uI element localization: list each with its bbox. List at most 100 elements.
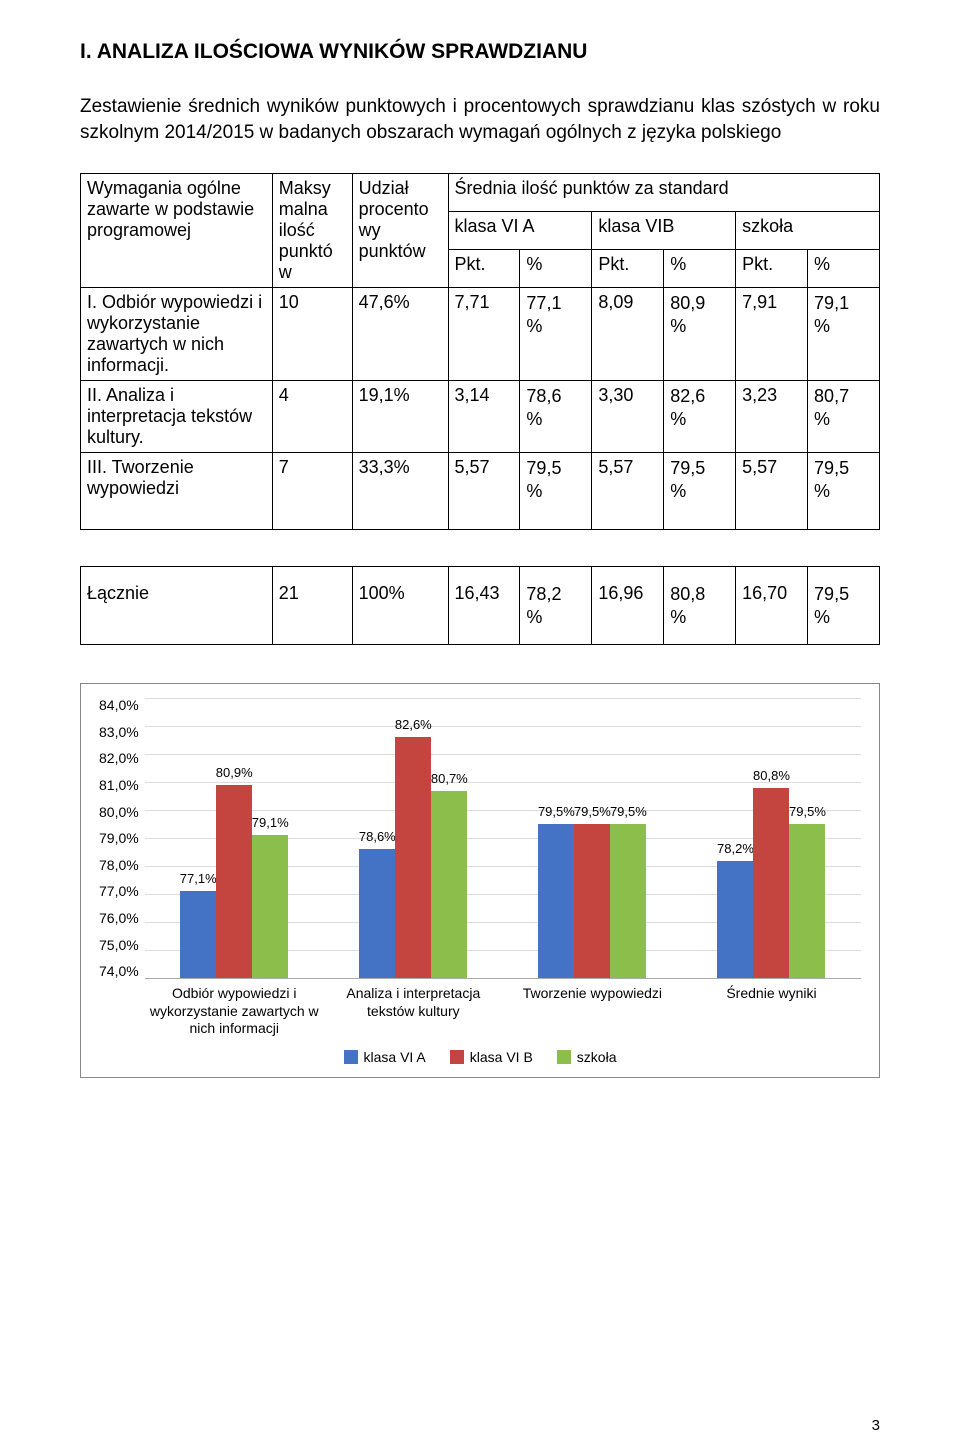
cell-b-pkt: 8,09 bbox=[592, 288, 664, 381]
y-tick-label: 79,0% bbox=[99, 831, 139, 845]
cell-a-pct: 77,1 % bbox=[520, 288, 592, 381]
y-tick-label: 78,0% bbox=[99, 858, 139, 872]
cell-total-s-pct: 79,5 % bbox=[808, 567, 880, 645]
y-tick-label: 80,0% bbox=[99, 805, 139, 819]
cell-a-pkt: 7,71 bbox=[448, 288, 520, 381]
cell-total-a-pct: 78,2 % bbox=[520, 567, 592, 645]
cell-max: 4 bbox=[272, 381, 352, 453]
th-pct: % bbox=[664, 250, 736, 288]
chart-bar: 77,1% bbox=[180, 891, 216, 978]
chart-bar-label: 79,1% bbox=[252, 815, 289, 830]
chart-group: 77,1%80,9%79,1% bbox=[145, 698, 324, 978]
chart-bar: 79,1% bbox=[252, 835, 288, 978]
chart-y-axis: 84,0%83,0%82,0%81,0%80,0%79,0%78,0%77,0%… bbox=[99, 698, 145, 978]
chart-bar: 80,7% bbox=[431, 791, 467, 979]
cell-label: I. Odbiór wypowiedzi i wykorzystanie zaw… bbox=[81, 288, 273, 381]
chart-group: 79,5%79,5%79,5% bbox=[503, 698, 682, 978]
cell-b-pkt: 3,30 bbox=[592, 381, 664, 453]
cell-b-pct: 80,9 % bbox=[664, 288, 736, 381]
chart-bar: 80,9% bbox=[216, 785, 252, 978]
th-pct: % bbox=[520, 250, 592, 288]
cell-total-max: 21 bbox=[272, 567, 352, 645]
cell-s-pkt: 7,91 bbox=[736, 288, 808, 381]
intro-paragraph: Zestawienie średnich wyników punktowych … bbox=[80, 94, 880, 145]
cell-total-a-pkt: 16,43 bbox=[448, 567, 520, 645]
x-axis-label: Odbiór wypowiedzi i wykorzystanie zawart… bbox=[145, 985, 324, 1039]
th-avg-title: Średnia ilość punktów za standard bbox=[448, 174, 879, 212]
chart-bar-label: 79,5% bbox=[610, 804, 647, 819]
cell-a-pkt: 5,57 bbox=[448, 453, 520, 530]
chart-bar-label: 80,7% bbox=[431, 771, 468, 786]
chart-bar-label: 79,5% bbox=[574, 804, 611, 819]
cell-s-pct: 79,1 % bbox=[808, 288, 880, 381]
cell-max: 10 bbox=[272, 288, 352, 381]
results-table: Wymagania ogólne zawarte w podstawie pro… bbox=[80, 173, 880, 645]
y-tick-label: 84,0% bbox=[99, 698, 139, 712]
cell-total-s-pkt: 16,70 bbox=[736, 567, 808, 645]
x-axis-label: Tworzenie wypowiedzi bbox=[503, 985, 682, 1039]
chart-bar: 78,6% bbox=[359, 849, 395, 978]
cell-b-pkt: 5,57 bbox=[592, 453, 664, 530]
cell-s-pkt: 3,23 bbox=[736, 381, 808, 453]
chart-bar: 79,5% bbox=[574, 824, 610, 978]
chart-bar-label: 79,5% bbox=[789, 804, 826, 819]
legend-item: klasa VI A bbox=[344, 1049, 426, 1065]
spacer-row bbox=[81, 530, 880, 567]
cell-total-label: Łącznie bbox=[81, 567, 273, 645]
th-max: Maksy malna ilość punktó w bbox=[272, 174, 352, 288]
cell-s-pct: 79,5 % bbox=[808, 453, 880, 530]
cell-share: 33,3% bbox=[352, 453, 448, 530]
legend-item: klasa VI B bbox=[450, 1049, 533, 1065]
cell-a-pct: 78,6 % bbox=[520, 381, 592, 453]
cell-total-b-pct: 80,8 % bbox=[664, 567, 736, 645]
legend-label: klasa VI A bbox=[364, 1049, 426, 1065]
chart-bar-label: 80,8% bbox=[753, 768, 790, 783]
cell-b-pct: 82,6 % bbox=[664, 381, 736, 453]
chart-bar: 79,5% bbox=[610, 824, 646, 978]
legend-swatch bbox=[450, 1050, 464, 1064]
chart-plot: 77,1%80,9%79,1%78,6%82,6%80,7%79,5%79,5%… bbox=[145, 698, 861, 979]
chart-x-labels: Odbiór wypowiedzi i wykorzystanie zawart… bbox=[145, 985, 861, 1039]
cell-share: 47,6% bbox=[352, 288, 448, 381]
cell-total-b-pkt: 16,96 bbox=[592, 567, 664, 645]
legend-swatch bbox=[557, 1050, 571, 1064]
legend-swatch bbox=[344, 1050, 358, 1064]
chart-group: 78,6%82,6%80,7% bbox=[324, 698, 503, 978]
chart-bar: 78,2% bbox=[717, 861, 753, 979]
page-number: 3 bbox=[872, 1417, 880, 1434]
th-pkt: Pkt. bbox=[736, 250, 808, 288]
chart-group: 78,2%80,8%79,5% bbox=[682, 698, 861, 978]
table-row: III. Tworzenie wypowiedzi 7 33,3% 5,57 7… bbox=[81, 453, 880, 530]
chart-bar-label: 77,1% bbox=[180, 871, 217, 886]
y-tick-label: 74,0% bbox=[99, 964, 139, 978]
cell-a-pct: 79,5 % bbox=[520, 453, 592, 530]
th-requirements: Wymagania ogólne zawarte w podstawie pro… bbox=[81, 174, 273, 288]
legend-item: szkoła bbox=[557, 1049, 617, 1065]
legend-label: klasa VI B bbox=[470, 1049, 533, 1065]
legend-label: szkoła bbox=[577, 1049, 617, 1065]
y-tick-label: 75,0% bbox=[99, 938, 139, 952]
page-title: I. ANALIZA ILOŚCIOWA WYNIKÓW SPRAWDZIANU bbox=[80, 40, 880, 64]
cell-s-pct: 80,7 % bbox=[808, 381, 880, 453]
y-tick-label: 82,0% bbox=[99, 751, 139, 765]
chart-bar: 80,8% bbox=[753, 788, 789, 978]
chart-legend: klasa VI A klasa VI B szkoła bbox=[99, 1049, 861, 1065]
chart-bar-label: 79,5% bbox=[538, 804, 575, 819]
bar-chart: 84,0%83,0%82,0%81,0%80,0%79,0%78,0%77,0%… bbox=[80, 683, 880, 1078]
th-school: szkoła bbox=[736, 212, 880, 250]
y-tick-label: 76,0% bbox=[99, 911, 139, 925]
th-share: Udział procento wy punktów bbox=[352, 174, 448, 288]
cell-total-share: 100% bbox=[352, 567, 448, 645]
table-row: I. Odbiór wypowiedzi i wykorzystanie zaw… bbox=[81, 288, 880, 381]
th-classB: klasa VIB bbox=[592, 212, 736, 250]
th-pkt: Pkt. bbox=[448, 250, 520, 288]
y-tick-label: 77,0% bbox=[99, 884, 139, 898]
x-axis-label: Średnie wyniki bbox=[682, 985, 861, 1039]
chart-bar: 79,5% bbox=[538, 824, 574, 978]
x-axis-label: Analiza i interpretacja tekstów kultury bbox=[324, 985, 503, 1039]
cell-s-pkt: 5,57 bbox=[736, 453, 808, 530]
table-total-row: Łącznie 21 100% 16,43 78,2 % 16,96 80,8 … bbox=[81, 567, 880, 645]
cell-b-pct: 79,5 % bbox=[664, 453, 736, 530]
th-pct: % bbox=[808, 250, 880, 288]
chart-bar-label: 78,2% bbox=[717, 841, 754, 856]
